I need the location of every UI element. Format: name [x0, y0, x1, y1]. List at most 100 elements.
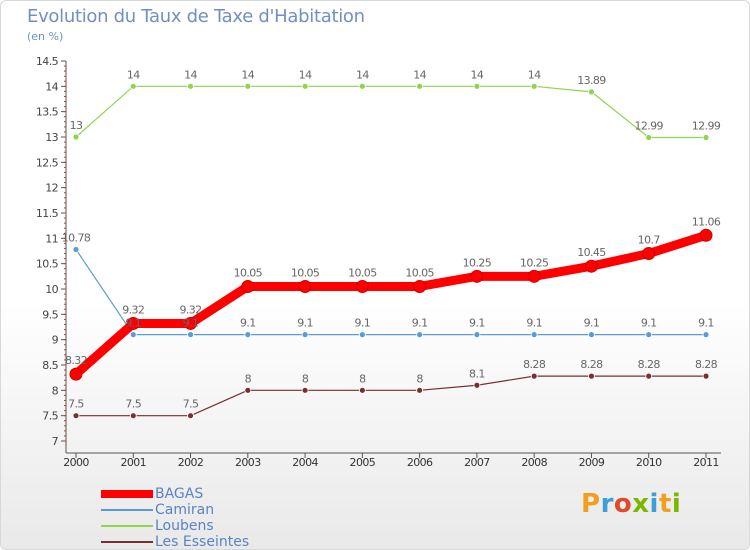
data-label-les-esseintes: 8: [359, 372, 366, 385]
data-point-loubens: [301, 82, 309, 90]
logo-letter: x: [632, 489, 650, 519]
y-tick-label: 13.5: [36, 106, 59, 119]
data-point-camiran: [301, 331, 309, 339]
logo-letter: o: [613, 489, 633, 519]
data-label-loubens: 12.99: [692, 120, 721, 133]
data-label-loubens: 14: [127, 68, 140, 81]
data-label-camiran: 10.78: [62, 231, 91, 244]
x-tick-label: 2001: [120, 456, 146, 469]
series-line-bagas: [71, 230, 711, 379]
data-label-camiran: 9.1: [297, 317, 313, 330]
data-label-camiran: 9.1: [183, 317, 199, 330]
data-point-bagas: [355, 279, 369, 293]
data-label-loubens: 13: [70, 119, 83, 132]
legend-label-camiran: Camiran: [155, 502, 215, 518]
series-line-les-esseintes: [75, 375, 707, 417]
series-line-loubens: [75, 85, 707, 139]
data-point-loubens: [588, 88, 595, 96]
data-point-loubens: [187, 82, 194, 90]
data-point-camiran: [588, 331, 595, 339]
data-point-camiran: [530, 331, 538, 339]
data-label-loubens: 14: [356, 68, 369, 81]
data-label-les-esseintes: 7.5: [125, 398, 141, 411]
logo-letter: r: [600, 489, 614, 519]
data-label-bagas: 9.32: [122, 303, 144, 316]
x-tick-label: 2006: [407, 456, 433, 469]
y-tick-label: 12.5: [36, 156, 59, 169]
data-label-loubens: 14: [299, 68, 312, 81]
data-point-bagas: [126, 316, 140, 330]
data-label-bagas: 10.7: [638, 234, 661, 247]
data-label-les-esseintes: 8.1: [469, 367, 485, 380]
data-point-loubens: [129, 82, 137, 90]
x-tick-label: 2000: [63, 456, 89, 469]
data-label-camiran: 9.1: [698, 317, 714, 330]
logo-letter: i: [671, 489, 682, 519]
data-label-camiran: 9.1: [355, 317, 371, 330]
data-label-loubens: 14: [241, 68, 254, 81]
legend-swatch-bagas: [101, 490, 153, 498]
y-tick-label: 9.5: [42, 308, 58, 321]
data-point-les-esseintes: [530, 372, 538, 380]
y-tick-label: 11.5: [36, 207, 59, 220]
data-label-camiran: 9.1: [412, 317, 428, 330]
data-label-les-esseintes: 8.28: [523, 358, 546, 371]
legend-swatch-les-esseintes: [101, 541, 153, 543]
data-label-les-esseintes: 7.5: [68, 398, 84, 411]
data-point-loubens: [244, 82, 252, 90]
data-label-bagas: 8.32: [65, 354, 87, 367]
data-point-bagas: [69, 367, 83, 381]
legend-label-les-esseintes: Les Esseintes: [155, 534, 250, 550]
y-tick-label: 13: [45, 131, 58, 144]
data-point-les-esseintes: [301, 386, 309, 394]
data-label-les-esseintes: 7.5: [183, 398, 199, 411]
data-label-bagas: 10.05: [405, 266, 434, 279]
y-tick-label: 10.5: [36, 258, 59, 271]
data-point-les-esseintes: [358, 386, 366, 394]
data-label-les-esseintes: 8: [245, 372, 252, 385]
data-label-loubens: 14: [471, 68, 484, 81]
data-label-camiran: 9.1: [469, 317, 485, 330]
data-point-les-esseintes: [702, 372, 710, 380]
legend-label-bagas: BAGAS: [155, 486, 204, 502]
data-point-bagas: [184, 316, 198, 330]
data-point-bagas: [642, 247, 656, 261]
series-line-camiran: [75, 248, 707, 336]
data-label-bagas: 11.06: [692, 215, 721, 228]
data-point-loubens: [702, 134, 710, 141]
data-label-camiran: 9.1: [584, 317, 600, 330]
data-label-camiran: 9.1: [240, 317, 256, 330]
data-label-les-esseintes: 8: [416, 372, 423, 385]
y-tick-label: 14: [45, 80, 58, 93]
data-label-loubens: 14: [413, 68, 426, 81]
logo-letter: t: [658, 489, 672, 519]
data-label-bagas: 10.05: [234, 266, 263, 279]
data-point-les-esseintes: [129, 412, 137, 420]
proxiti-logo: Proxiti: [581, 489, 681, 519]
data-label-bagas: 10.05: [348, 266, 377, 279]
data-point-camiran: [129, 331, 137, 339]
y-tick-label: 9: [52, 334, 59, 347]
data-point-les-esseintes: [187, 412, 194, 420]
x-tick-label: 2010: [636, 456, 662, 469]
legend-label-loubens: Loubens: [155, 518, 214, 534]
data-point-bagas: [699, 228, 713, 242]
y-tick-label: 7: [52, 435, 59, 448]
legend-swatch-loubens: [101, 525, 153, 527]
data-point-camiran: [187, 331, 194, 339]
data-point-bagas: [584, 259, 598, 273]
data-label-camiran: 9.1: [125, 317, 141, 330]
data-point-camiran: [358, 331, 366, 339]
x-tick-label: 2007: [464, 456, 490, 469]
x-tick-label: 2002: [178, 456, 204, 469]
data-point-les-esseintes: [416, 386, 424, 394]
x-tick-label: 2004: [292, 456, 318, 469]
data-point-camiran: [645, 331, 653, 339]
legend-swatch-camiran: [101, 509, 153, 511]
data-point-les-esseintes: [244, 386, 252, 394]
logo-letter: i: [649, 489, 659, 519]
data-label-loubens: 14: [184, 68, 197, 81]
data-label-loubens: 12.99: [634, 120, 663, 133]
